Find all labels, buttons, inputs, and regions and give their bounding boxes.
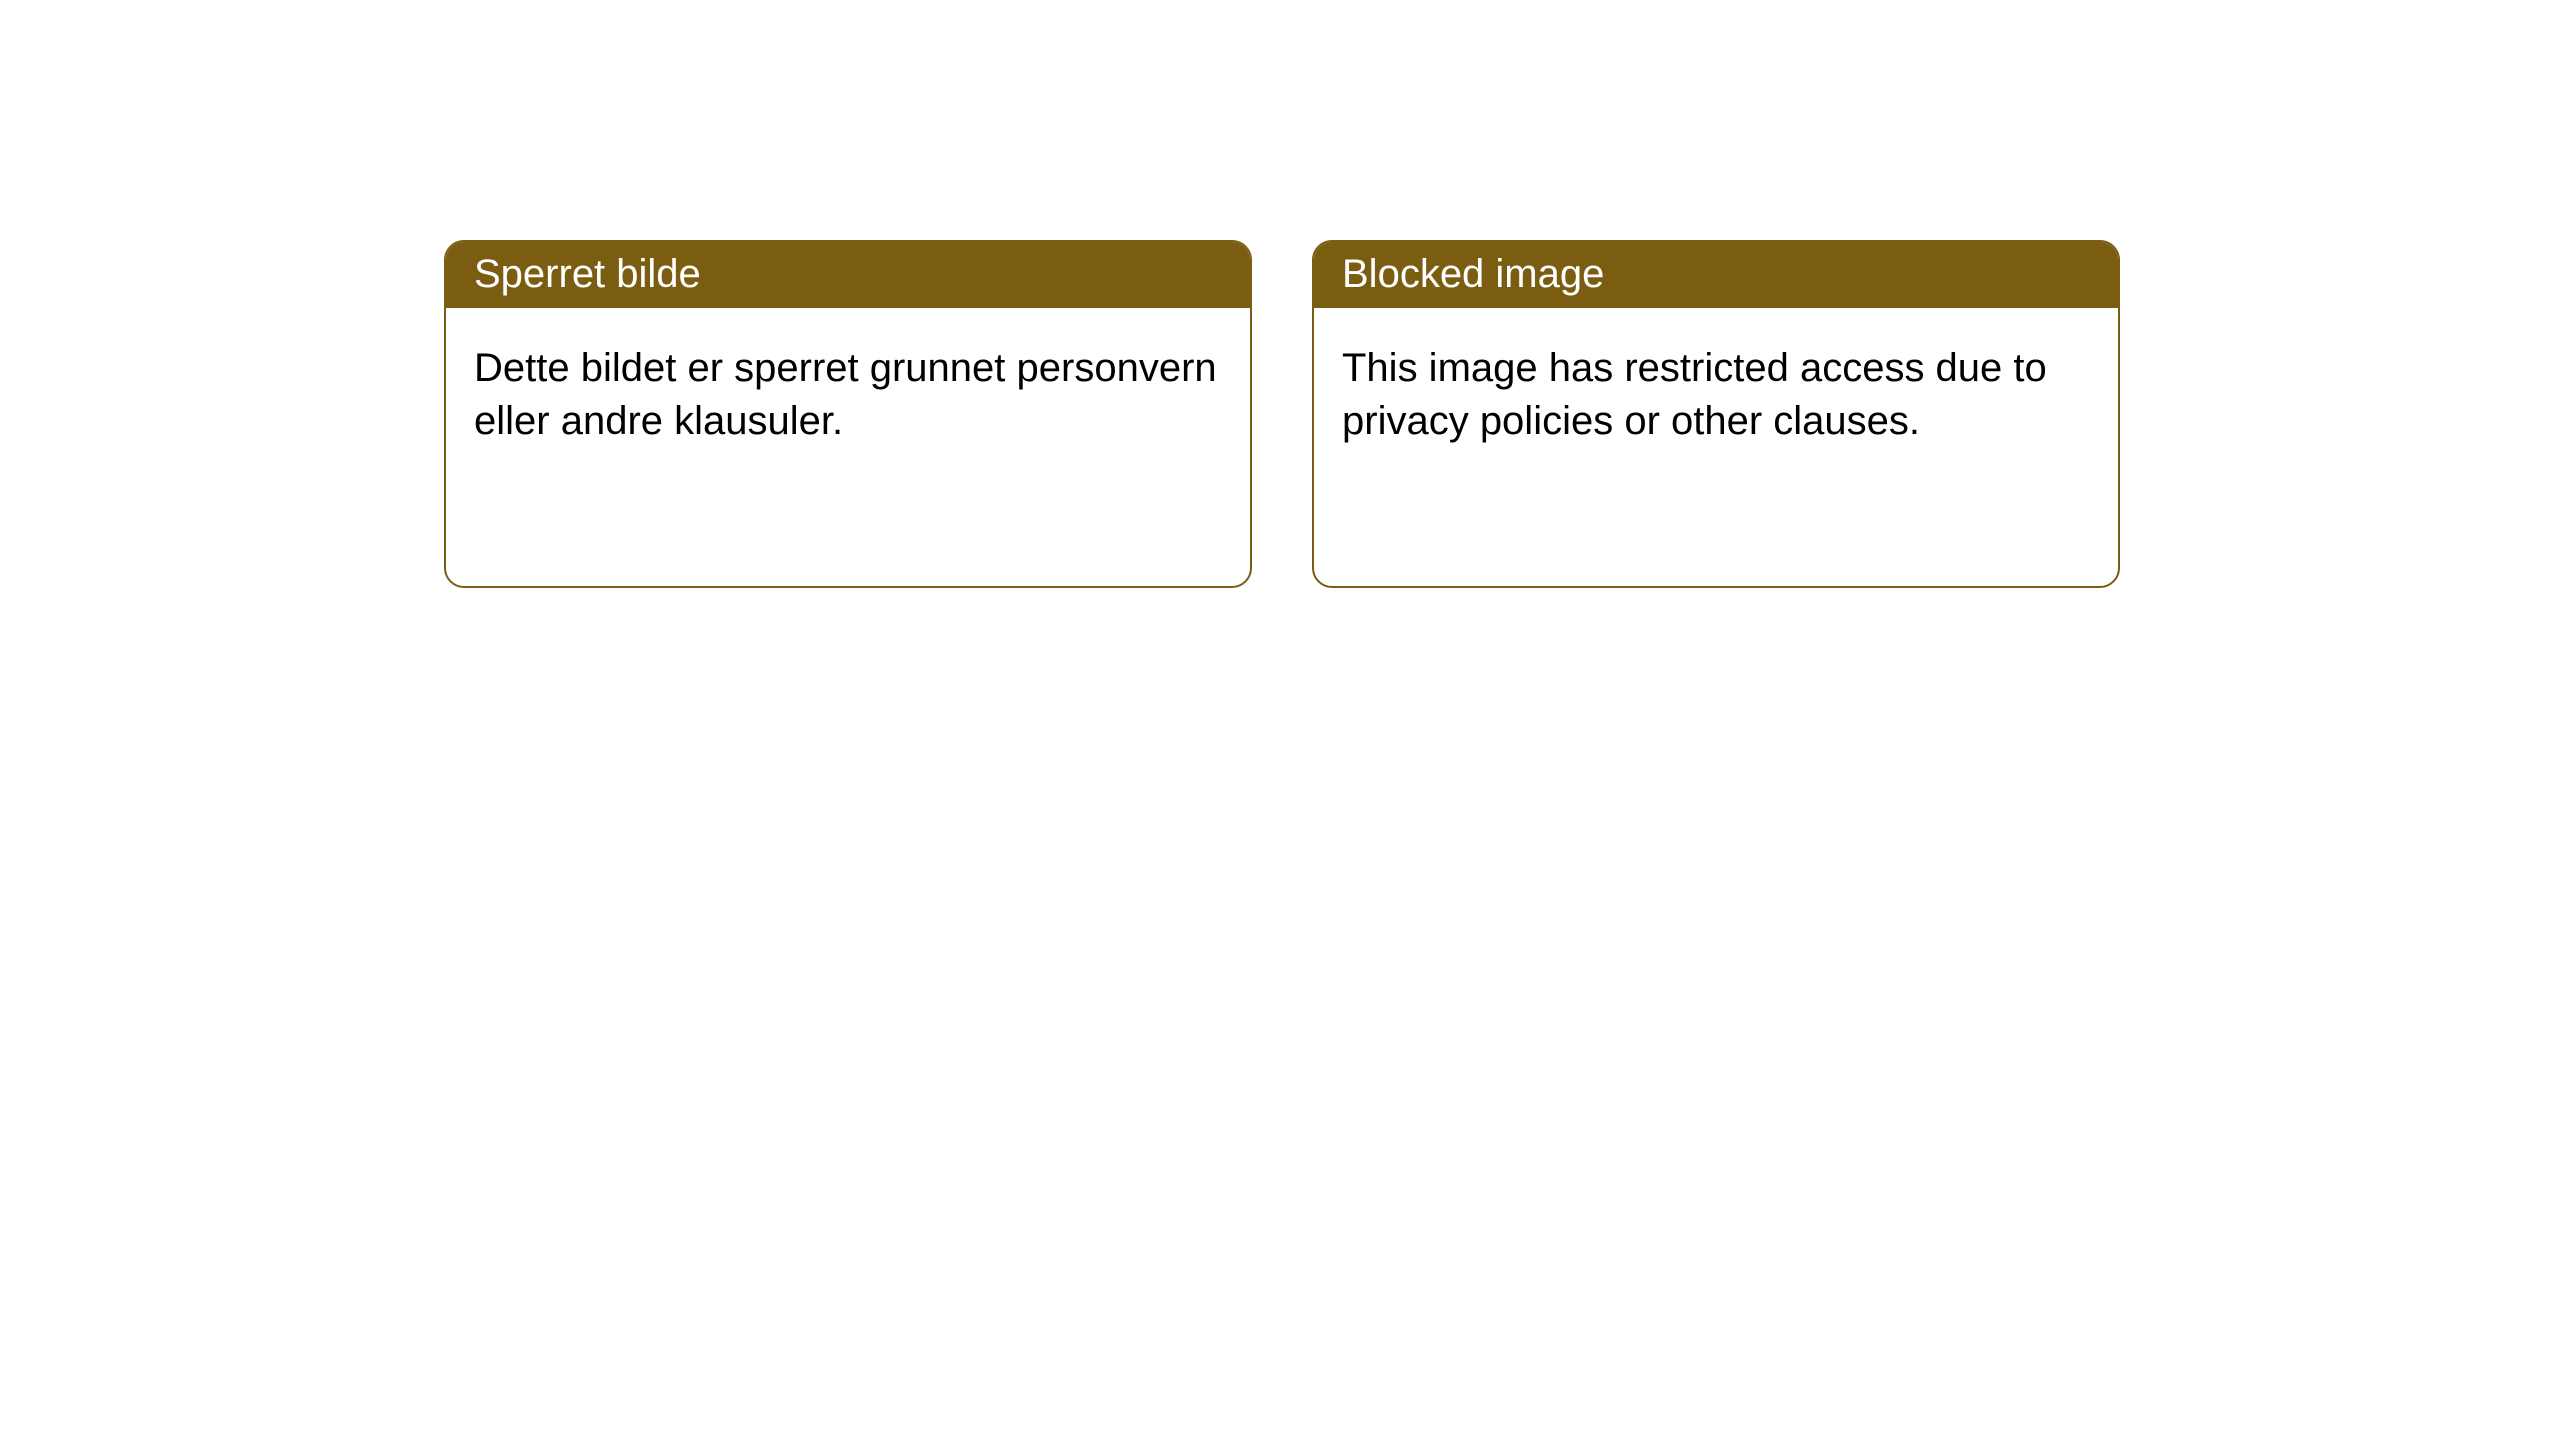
notice-card-norwegian: Sperret bilde Dette bildet er sperret gr… xyxy=(444,240,1252,588)
notice-card-body: This image has restricted access due to … xyxy=(1314,308,2118,586)
notice-card-body: Dette bildet er sperret grunnet personve… xyxy=(446,308,1250,586)
notice-card-english: Blocked image This image has restricted … xyxy=(1312,240,2120,588)
notice-card-title: Blocked image xyxy=(1314,242,2118,308)
notice-card-title: Sperret bilde xyxy=(446,242,1250,308)
notice-card-text: This image has restricted access due to … xyxy=(1342,342,2090,448)
notice-card-text: Dette bildet er sperret grunnet personve… xyxy=(474,342,1222,448)
notice-cards-container: Sperret bilde Dette bildet er sperret gr… xyxy=(444,240,2120,588)
